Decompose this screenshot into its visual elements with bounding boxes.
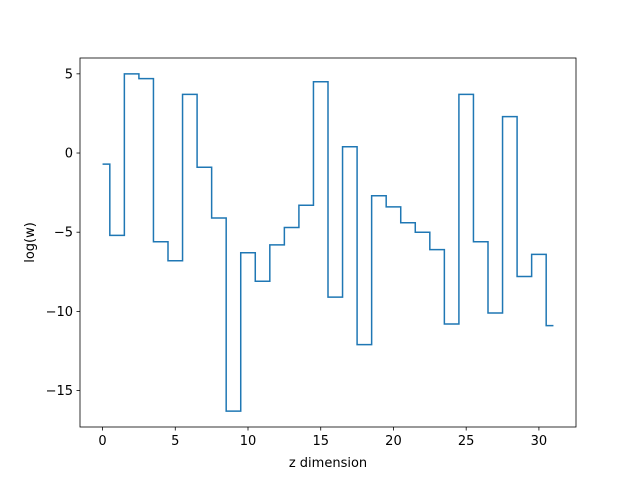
y-tick-label: −5 xyxy=(54,226,73,241)
x-tick-label: 25 xyxy=(458,434,475,449)
axes-frame xyxy=(79,57,577,428)
series-line xyxy=(102,73,554,412)
x-tick-label: 20 xyxy=(385,434,402,449)
plot-area xyxy=(102,73,554,412)
x-tick-label: 30 xyxy=(531,434,548,449)
y-tick-label: −15 xyxy=(46,384,73,399)
y-tick-label: −10 xyxy=(46,305,73,320)
x-axis-label: z dimension xyxy=(289,456,367,471)
axes: 0 5 10 15 20 25 30 −15 −10 −5 0 5 xyxy=(46,57,577,449)
x-tick-label: 5 xyxy=(171,434,179,449)
x-tick-label: 10 xyxy=(240,434,257,449)
y-tick-label: 0 xyxy=(65,147,73,162)
x-tick-label: 0 xyxy=(98,434,106,449)
x-tick-label: 15 xyxy=(312,434,329,449)
y-axis-label: log(w) xyxy=(23,222,38,263)
y-tick-label: 5 xyxy=(65,67,73,82)
